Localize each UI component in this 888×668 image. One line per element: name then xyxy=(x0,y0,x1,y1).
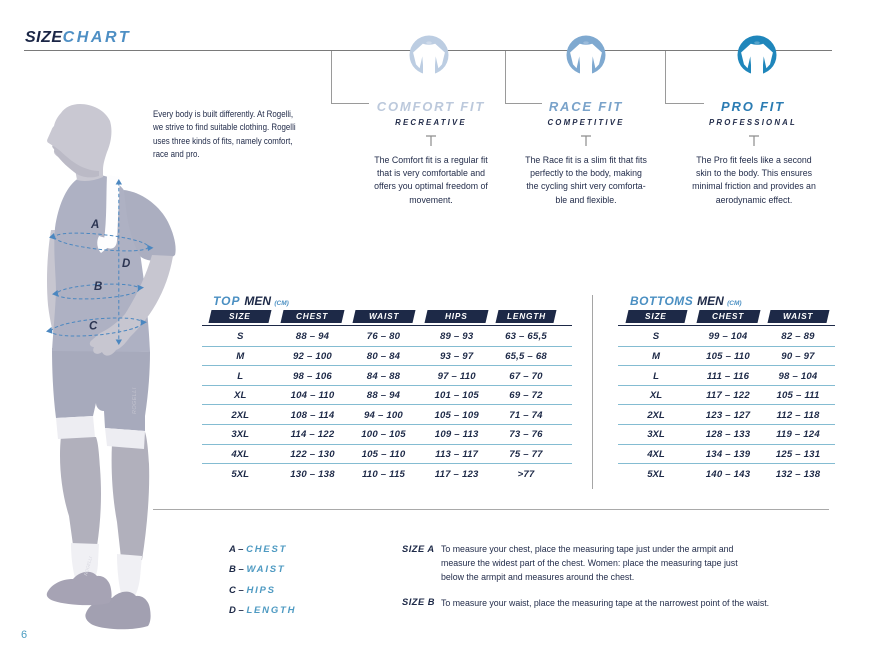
svg-text:ROGELLI: ROGELLI xyxy=(83,555,93,576)
svg-text:D: D xyxy=(122,258,130,270)
svg-text:B: B xyxy=(94,281,102,293)
svg-text:C: C xyxy=(89,321,98,333)
svg-text:A: A xyxy=(90,219,99,231)
svg-text:ROGELLI: ROGELLI xyxy=(132,387,138,414)
